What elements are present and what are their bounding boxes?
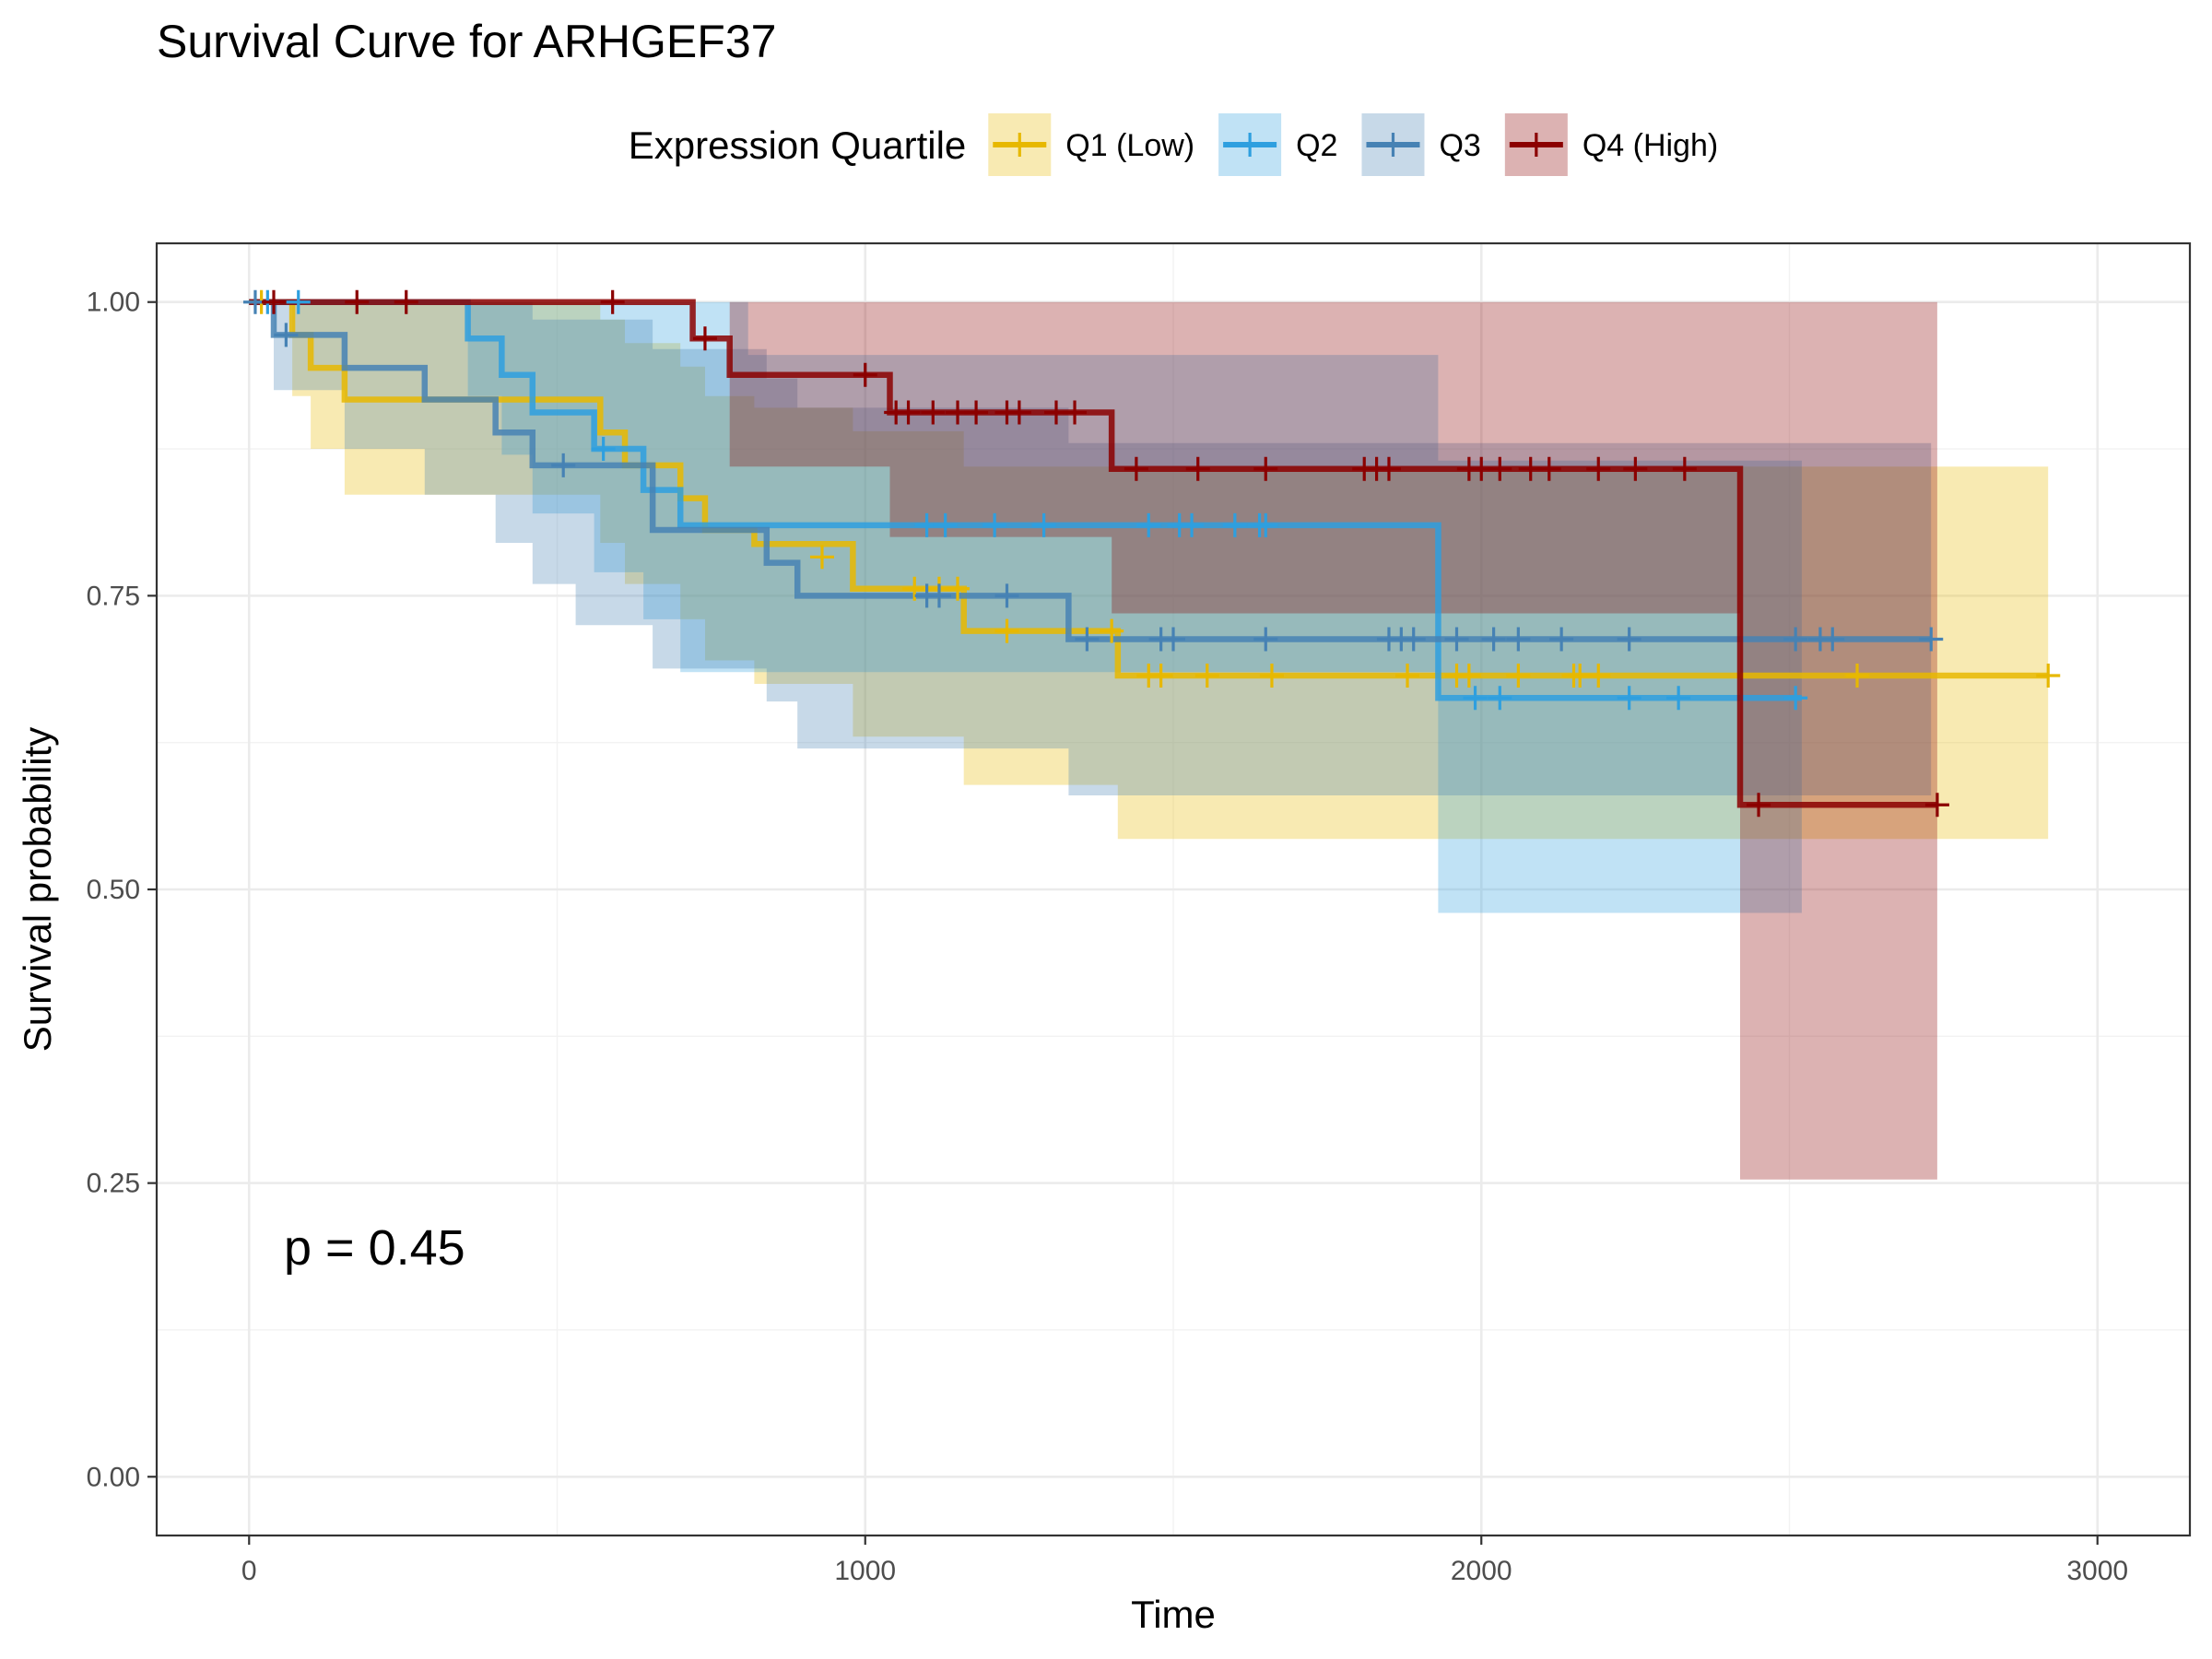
censor-mark-q1 bbox=[1259, 664, 1284, 688]
censor-mark-q4 bbox=[1006, 400, 1031, 425]
legend-title: Expression Quartile bbox=[629, 124, 967, 167]
censor-mark-q4 bbox=[1063, 400, 1088, 425]
censor-mark-q3 bbox=[1820, 627, 1845, 652]
y-axis-title: Survival probability bbox=[16, 727, 59, 1053]
censor-mark-q4 bbox=[1536, 456, 1561, 481]
censor-mark-q3 bbox=[1161, 627, 1185, 652]
censor-mark-q2 bbox=[1253, 512, 1278, 537]
legend-label-q4: Q4 (High) bbox=[1583, 128, 1718, 163]
censor-mark-q2 bbox=[1180, 512, 1205, 537]
censor-mark-q2 bbox=[1136, 512, 1161, 537]
censor-mark-q4 bbox=[1672, 456, 1697, 481]
confidence-band-q4 bbox=[249, 301, 1937, 1180]
censor-mark-q1 bbox=[1194, 664, 1219, 688]
censor-mark-q3 bbox=[1919, 627, 1944, 652]
censor-mark-q2 bbox=[1488, 686, 1512, 711]
censor-mark-q4 bbox=[394, 289, 418, 314]
censor-mark-q3 bbox=[1783, 627, 1808, 652]
x-axis: 0 1000 2000 3000 bbox=[241, 1535, 2128, 1586]
x-axis-title: Time bbox=[1131, 1593, 1216, 1636]
censor-mark-q3 bbox=[1481, 627, 1506, 652]
censor-mark-q1 bbox=[1845, 664, 1870, 688]
censor-mark-q4 bbox=[964, 400, 989, 425]
censor-mark-q2 bbox=[286, 289, 311, 314]
y-tick-label: 0.75 bbox=[87, 581, 140, 611]
censor-mark-q3 bbox=[1444, 627, 1469, 652]
censor-mark-q1 bbox=[1586, 664, 1611, 688]
censor-mark-q3 bbox=[1401, 627, 1426, 652]
censor-mark-q2 bbox=[591, 437, 616, 462]
censor-mark-q3 bbox=[1253, 627, 1278, 652]
censor-mark-q3 bbox=[994, 583, 1019, 608]
y-axis: 0.00 0.25 0.50 0.75 1.00 bbox=[87, 288, 157, 1492]
censor-mark-q3 bbox=[1549, 627, 1574, 652]
censor-mark-q2 bbox=[982, 512, 1007, 537]
censor-mark-q4 bbox=[1124, 456, 1148, 481]
censor-mark-q4 bbox=[1253, 456, 1278, 481]
censor-mark-q4 bbox=[262, 289, 287, 314]
censor-mark-q1 bbox=[2036, 664, 2061, 688]
confidence-bands bbox=[249, 301, 2049, 1180]
censor-mark-q1 bbox=[1148, 664, 1173, 688]
censor-mark-q3 bbox=[551, 453, 576, 477]
y-tick-label: 1.00 bbox=[87, 288, 140, 318]
censor-mark-q1 bbox=[994, 618, 1019, 643]
censor-mark-q1 bbox=[1395, 664, 1420, 688]
censor-mark-q1 bbox=[1456, 664, 1481, 688]
y-tick-label: 0.25 bbox=[87, 1169, 140, 1199]
plot-area: p = 0.45 bbox=[155, 241, 2192, 1537]
censor-mark-q2 bbox=[1222, 512, 1247, 537]
censor-mark-q4 bbox=[921, 400, 946, 425]
censor-mark-q4 bbox=[1488, 456, 1512, 481]
censor-mark-q1 bbox=[809, 545, 834, 570]
censor-mark-q2 bbox=[1031, 512, 1056, 537]
y-tick-label: 0.00 bbox=[87, 1462, 140, 1492]
legend-label-q2: Q2 bbox=[1296, 128, 1337, 163]
x-tick-label: 2000 bbox=[1451, 1556, 1512, 1586]
x-tick-label: 3000 bbox=[2066, 1556, 2128, 1586]
p-value-annotation: p = 0.45 bbox=[284, 1220, 465, 1276]
censor-mark-q4 bbox=[1376, 456, 1401, 481]
legend-label-q1: Q1 (Low) bbox=[1065, 128, 1194, 163]
censor-mark-q1 bbox=[1100, 618, 1124, 643]
minor-gridlines bbox=[157, 243, 2190, 1535]
legend-label-q3: Q3 bbox=[1439, 128, 1480, 163]
censor-mark-q3 bbox=[1075, 627, 1100, 652]
censor-mark-q2 bbox=[1463, 686, 1488, 711]
censor-mark-q4 bbox=[1586, 456, 1611, 481]
censor-mark-q3 bbox=[926, 583, 951, 608]
censor-mark-q4 bbox=[692, 326, 717, 351]
censor-mark-q4 bbox=[1747, 793, 1771, 818]
censor-mark-q2 bbox=[933, 512, 958, 537]
censor-marks bbox=[242, 289, 2061, 818]
x-tick-label: 0 bbox=[241, 1556, 257, 1586]
censor-mark-q1 bbox=[1506, 664, 1531, 688]
survival-curve-q4 bbox=[249, 299, 1937, 808]
censor-mark-q1 bbox=[946, 576, 971, 601]
y-tick-label: 0.50 bbox=[87, 875, 140, 905]
censor-mark-q4 bbox=[896, 400, 921, 425]
censor-mark-q3 bbox=[1617, 627, 1641, 652]
censor-mark-q2 bbox=[1666, 686, 1691, 711]
censor-mark-q4 bbox=[1185, 456, 1210, 481]
censor-mark-q2 bbox=[1783, 686, 1808, 711]
censor-mark-q4 bbox=[345, 289, 370, 314]
censor-mark-q4 bbox=[853, 362, 877, 387]
censor-mark-q2 bbox=[1617, 686, 1641, 711]
censor-mark-q3 bbox=[1506, 627, 1531, 652]
x-tick-label: 1000 bbox=[834, 1556, 896, 1586]
confidence-band-q1 bbox=[249, 301, 2049, 840]
chart-title: Survival Curve for ARHGEF37 bbox=[157, 16, 776, 67]
censor-mark-q3 bbox=[274, 323, 299, 347]
legend: Expression Quartile Q1 (Low) Q2 Q3 Q4 (High… bbox=[629, 113, 1718, 176]
censor-mark-q4 bbox=[1623, 456, 1648, 481]
confidence-band-q2 bbox=[249, 301, 1802, 913]
censor-mark-q4 bbox=[1924, 793, 1949, 818]
censor-mark-q4 bbox=[600, 289, 625, 314]
censor-mark-q1 bbox=[902, 576, 927, 601]
confidence-band-q3 bbox=[249, 301, 1932, 795]
